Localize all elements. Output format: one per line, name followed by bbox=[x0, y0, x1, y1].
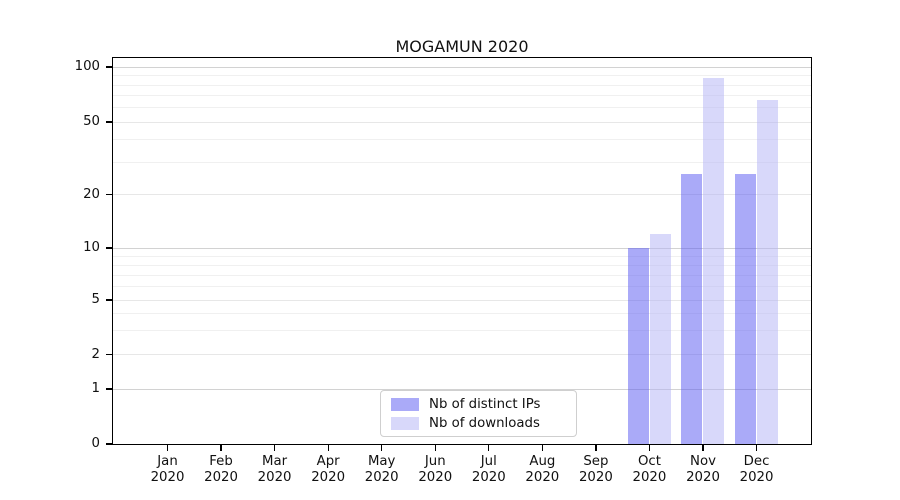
x-tick-mark bbox=[220, 445, 222, 451]
x-tick-label: Jun 2020 bbox=[418, 454, 453, 485]
gridline-minor bbox=[112, 255, 811, 257]
x-tick-label: Dec 2020 bbox=[739, 454, 774, 485]
y-tick-mark bbox=[105, 443, 112, 445]
x-tick-mark bbox=[702, 445, 704, 451]
gridline bbox=[112, 299, 811, 301]
bar-distinct-ips bbox=[627, 247, 649, 444]
x-tick-label: Jul 2020 bbox=[471, 454, 506, 485]
gridline-minor bbox=[112, 84, 811, 86]
legend-swatch-downloads bbox=[391, 416, 419, 430]
gridline-minor bbox=[112, 286, 811, 288]
bar-distinct-ips bbox=[734, 173, 756, 444]
y-tick-label: 1 bbox=[91, 381, 100, 396]
gridline-minor bbox=[112, 107, 811, 109]
y-tick-mark bbox=[105, 353, 112, 356]
x-tick-mark bbox=[488, 445, 490, 451]
x-tick-label: Nov 2020 bbox=[686, 454, 720, 485]
y-tick-mark bbox=[105, 66, 112, 68]
legend-item-distinct-ips: Nb of distinct IPs bbox=[391, 397, 566, 412]
legend-swatch-distinct-ips bbox=[391, 397, 419, 411]
x-tick-mark bbox=[595, 445, 597, 451]
y-tick-mark bbox=[105, 299, 112, 301]
y-tick-mark bbox=[105, 193, 112, 196]
x-tick-label: Aug 2020 bbox=[525, 454, 560, 485]
gridline-minor bbox=[112, 313, 811, 315]
x-tick-label: Mar 2020 bbox=[257, 454, 292, 485]
gridline-major bbox=[112, 388, 811, 390]
gridline bbox=[112, 194, 811, 196]
legend-item-downloads: Nb of downloads bbox=[391, 416, 566, 431]
gridline-major bbox=[112, 247, 811, 249]
bar-downloads bbox=[703, 77, 725, 444]
gridline-minor bbox=[112, 75, 811, 77]
y-tick-label: 10 bbox=[83, 240, 100, 255]
bar-downloads bbox=[649, 233, 671, 444]
chart-title: MOGAMUN 2020 bbox=[395, 37, 529, 56]
legend-label-downloads: Nb of downloads bbox=[429, 415, 540, 431]
bar-distinct-ips bbox=[681, 173, 703, 444]
gridline bbox=[112, 354, 811, 356]
x-tick-label: May 2020 bbox=[364, 454, 399, 485]
x-tick-label: Jan 2020 bbox=[150, 454, 185, 485]
x-tick-mark bbox=[381, 445, 383, 451]
x-tick-label: Feb 2020 bbox=[204, 454, 238, 485]
x-tick-label: Apr 2020 bbox=[311, 454, 346, 485]
y-tick-mark bbox=[105, 247, 112, 249]
x-tick-mark bbox=[648, 445, 651, 451]
gridline-minor bbox=[112, 139, 811, 141]
legend-label-distinct-ips: Nb of distinct IPs bbox=[429, 396, 541, 412]
gridline-minor bbox=[112, 95, 811, 97]
x-tick-label: Sep 2020 bbox=[578, 454, 613, 485]
legend: Nb of distinct IPs Nb of downloads bbox=[380, 390, 577, 437]
y-tick-label: 50 bbox=[83, 114, 100, 129]
x-tick-mark bbox=[434, 445, 436, 451]
y-tick-label: 5 bbox=[91, 292, 100, 307]
x-tick-label: Oct 2020 bbox=[632, 454, 667, 485]
plot-area bbox=[111, 56, 812, 445]
y-tick-label: 2 bbox=[91, 346, 100, 362]
y-tick-label: 100 bbox=[74, 59, 100, 74]
x-tick-mark bbox=[327, 445, 329, 451]
gridline-minor bbox=[112, 264, 811, 266]
gridline-minor bbox=[112, 162, 811, 164]
y-tick-label: 0 bbox=[91, 436, 100, 451]
x-tick-mark bbox=[755, 445, 758, 451]
gridline bbox=[112, 121, 811, 123]
bar-downloads bbox=[756, 99, 778, 444]
gridline-minor bbox=[112, 274, 811, 276]
x-tick-mark bbox=[273, 445, 276, 451]
y-tick-mark bbox=[105, 388, 112, 390]
gridline-minor bbox=[112, 330, 811, 332]
x-tick-mark bbox=[541, 445, 543, 451]
y-tick-mark bbox=[105, 121, 112, 123]
y-tick-label: 20 bbox=[83, 186, 100, 202]
gridline-major bbox=[112, 66, 811, 68]
x-tick-mark bbox=[166, 445, 169, 451]
